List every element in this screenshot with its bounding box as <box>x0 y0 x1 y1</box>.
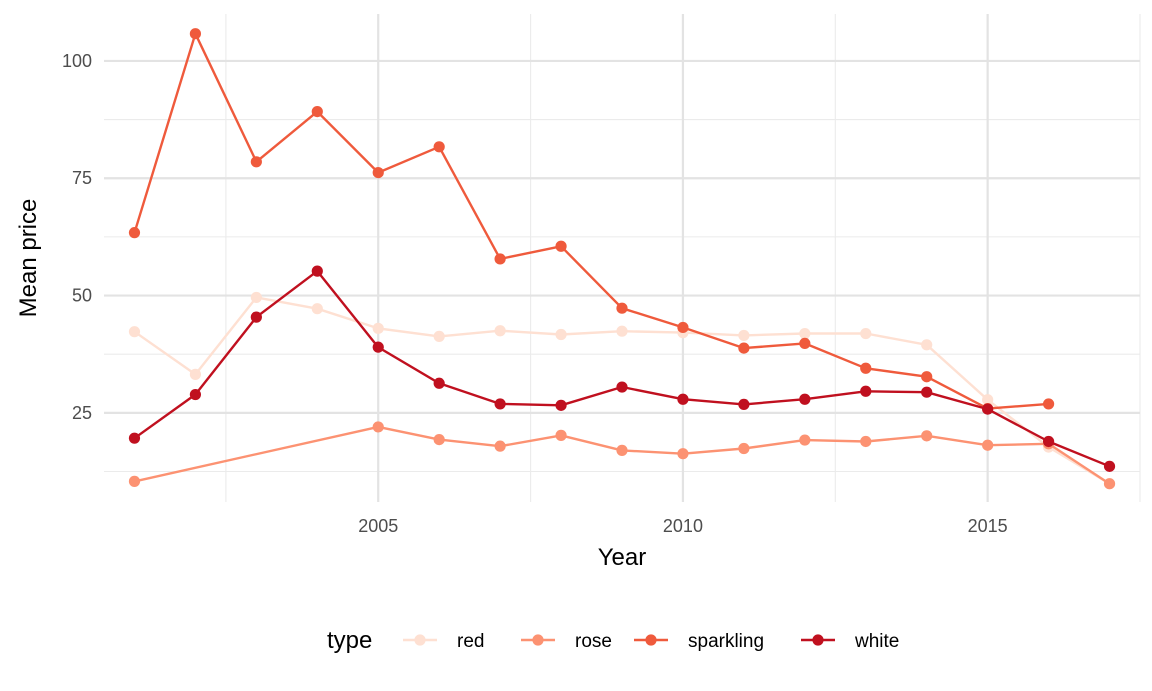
data-point-sparkling <box>860 362 872 374</box>
data-point-sparkling <box>372 167 384 179</box>
legend-label: red <box>457 631 484 652</box>
data-point-sparkling <box>738 342 750 354</box>
data-point-sparkling <box>189 28 202 40</box>
data-point-red <box>494 325 506 337</box>
legend-key-point <box>414 634 426 646</box>
legend-item-red: red <box>403 631 484 652</box>
data-point-white <box>1042 435 1055 448</box>
data-point-rose <box>128 475 141 487</box>
x-tick-label: 2010 <box>663 516 703 536</box>
data-point-sparkling <box>128 227 141 239</box>
data-point-white <box>616 381 628 393</box>
data-point-white <box>1103 460 1116 472</box>
data-point-rose <box>494 440 506 452</box>
x-tick-label: 2005 <box>358 516 398 536</box>
legend-key-point <box>812 634 824 646</box>
data-point-red <box>616 325 628 337</box>
data-point-rose <box>982 439 994 451</box>
legend-label: sparkling <box>688 631 764 652</box>
data-point-white <box>738 398 750 410</box>
data-point-white <box>433 377 445 389</box>
data-point-white <box>128 432 141 444</box>
data-point-red <box>860 327 872 340</box>
data-point-rose <box>433 433 445 446</box>
data-point-red <box>555 328 567 341</box>
data-point-rose <box>921 430 933 442</box>
data-point-sparkling <box>250 156 262 168</box>
data-point-white <box>311 265 323 277</box>
y-axis-title: Mean price <box>15 199 42 318</box>
grid <box>104 14 1141 502</box>
data-point-red <box>250 291 262 304</box>
data-point-red <box>372 322 384 334</box>
series-line-sparkling <box>133 32 1050 410</box>
x-axis: 2005 2010 2015 <box>358 516 1007 536</box>
y-tick-label: 25 <box>72 403 92 423</box>
data-point-sparkling <box>311 106 323 118</box>
legend-title: type <box>327 627 372 654</box>
data-point-sparkling <box>677 321 689 334</box>
data-point-white <box>677 393 689 405</box>
legend-key-point <box>532 634 544 646</box>
y-tick-label: 50 <box>72 286 92 306</box>
data-point-white <box>860 385 872 397</box>
y-tick-label: 100 <box>62 51 92 71</box>
data-point-red <box>799 327 811 340</box>
data-point-white <box>555 399 567 411</box>
legend-label: rose <box>575 631 612 652</box>
data-point-rose <box>860 435 872 448</box>
data-point-rose <box>799 434 811 446</box>
data-point-rose <box>738 442 750 455</box>
series-line-white <box>133 269 1111 468</box>
data-point-rose <box>616 444 628 456</box>
data-point-sparkling <box>616 302 628 314</box>
series-white <box>128 265 1116 472</box>
data-point-red <box>433 330 445 342</box>
data-point-rose <box>372 421 384 433</box>
legend-key-point <box>645 634 657 646</box>
data-point-red <box>738 329 750 342</box>
data-point-red <box>311 303 323 315</box>
data-point-sparkling <box>1042 398 1055 410</box>
legend-item-sparkling: sparkling <box>634 631 764 652</box>
data-point-sparkling <box>433 141 445 153</box>
legend-item-rose: rose <box>521 631 612 652</box>
legend: type red rose sparkling white <box>327 627 899 654</box>
series-rose <box>128 421 1116 490</box>
legend-label: white <box>854 631 899 652</box>
data-point-white <box>799 393 811 405</box>
data-point-red <box>921 339 933 351</box>
data-point-sparkling <box>494 253 506 265</box>
x-tick-label: 2015 <box>968 516 1008 536</box>
data-point-white <box>372 341 384 353</box>
x-axis-title: Year <box>598 544 647 571</box>
data-point-white <box>494 398 506 410</box>
data-point-sparkling <box>799 337 811 349</box>
series-line-rose <box>133 425 1111 485</box>
data-point-rose <box>677 448 689 460</box>
y-axis: 25 50 75 100 <box>62 51 92 423</box>
y-tick-label: 75 <box>72 168 92 188</box>
data-point-rose <box>1103 478 1116 490</box>
data-point-sparkling <box>921 371 933 383</box>
series-sparkling <box>128 28 1055 415</box>
data-point-rose <box>555 429 567 441</box>
data-point-red <box>189 368 202 380</box>
data-point-white <box>189 388 202 401</box>
plot-area <box>128 28 1116 490</box>
data-point-white <box>250 311 262 323</box>
legend-item-white: white <box>801 631 899 652</box>
data-point-red <box>128 326 141 338</box>
data-point-white <box>921 386 933 398</box>
data-point-red <box>982 394 994 406</box>
data-point-sparkling <box>555 240 567 252</box>
data-point-white <box>982 403 994 415</box>
series-red <box>128 291 1116 490</box>
